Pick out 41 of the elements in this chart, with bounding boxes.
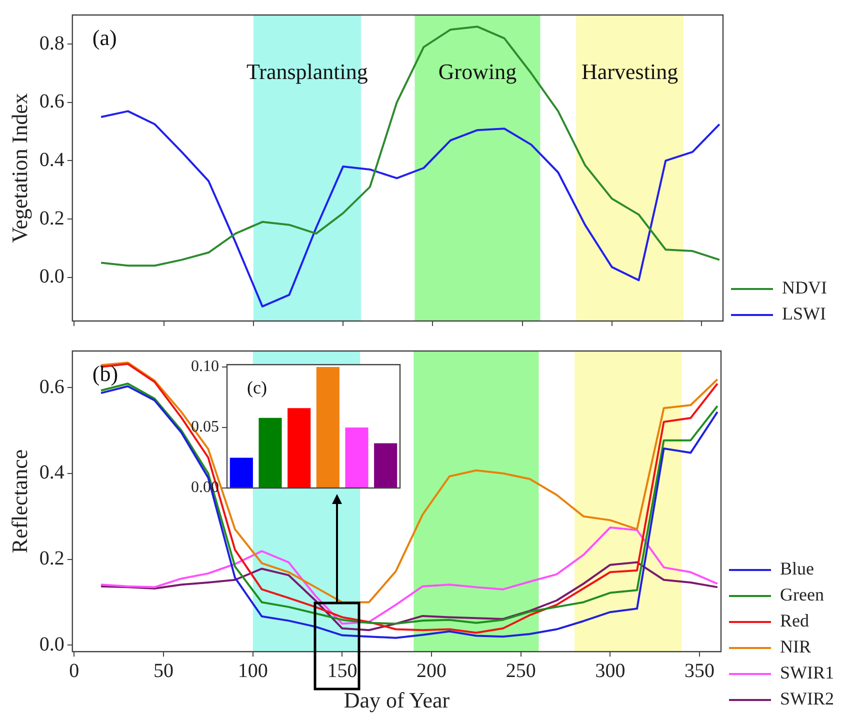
y-tick-label: 0.4: [39, 148, 64, 171]
y-tick-label: 0.4: [39, 462, 64, 484]
y-tick-label: 0.6: [39, 376, 64, 398]
bar: [258, 418, 282, 488]
annotation: (c): [247, 377, 267, 398]
y-tick-label: 0.2: [39, 548, 64, 570]
legend-label: LSWI: [782, 304, 826, 324]
y-tick-label: 0.10: [191, 358, 219, 376]
legend-label: NDVI: [782, 278, 828, 298]
x-tick-label: 0: [69, 660, 80, 682]
annotation: (a): [92, 24, 117, 50]
y-axis-title: Reflectance: [6, 449, 32, 554]
bar: [288, 408, 311, 488]
bar: [345, 428, 368, 488]
y-tick-label: 0.0: [39, 633, 64, 656]
legend-label: SWIR2: [780, 688, 834, 709]
band-label: Transplanting: [246, 58, 368, 84]
legend-label: Green: [780, 584, 824, 605]
band-label: Harvesting: [582, 58, 678, 84]
band-label: Growing: [438, 58, 517, 84]
y-axis-title: Vegetation Index: [6, 93, 32, 243]
annotation: (b): [92, 360, 118, 386]
y-tick-label: 0.6: [39, 90, 64, 113]
x-axis-title: Day of Year: [344, 688, 450, 713]
legend-label: Blue: [780, 558, 814, 579]
bar: [374, 443, 398, 488]
x-tick-label: 200: [416, 660, 447, 682]
x-tick-label: 250: [506, 660, 536, 682]
x-tick-label: 300: [595, 660, 626, 682]
x-tick-label: 150: [327, 660, 358, 682]
y-tick-label: 0.0: [39, 266, 64, 288]
x-tick-label: 350: [684, 660, 715, 682]
bar: [230, 458, 253, 488]
x-tick-label: 50: [154, 660, 174, 682]
y-tick-label: 0.2: [39, 207, 64, 230]
legend-label: SWIR1: [780, 662, 834, 683]
x-tick-label: 100: [238, 660, 268, 682]
bar: [316, 367, 340, 488]
legend-label: Red: [780, 610, 809, 631]
y-tick-label: 0.8: [39, 32, 64, 54]
legend-label: NIR: [780, 636, 811, 657]
